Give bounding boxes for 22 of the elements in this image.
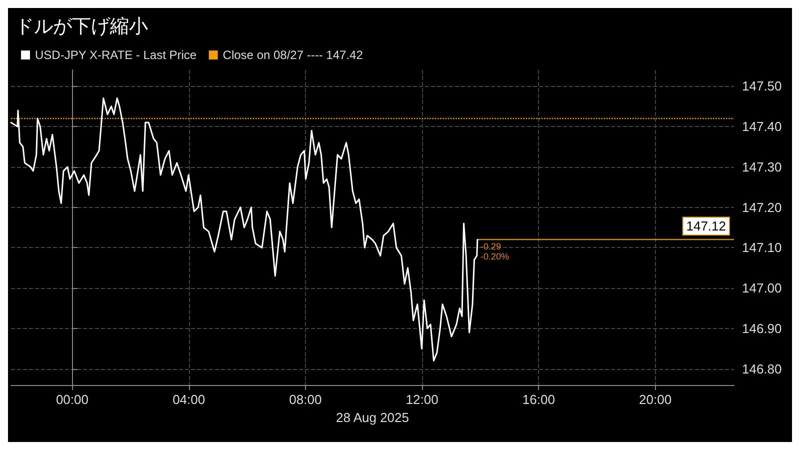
x-tick-label: 08:00 [289, 392, 322, 407]
y-tick-label: 147.30 [742, 159, 782, 174]
y-tick-label: 147.40 [742, 119, 782, 134]
x-tick-label: 20:00 [639, 392, 672, 407]
annotation: -0.20% [480, 252, 509, 262]
y-tick-label: 147.00 [742, 280, 782, 296]
annotation: -0.29 [480, 241, 501, 252]
y-tick-label: 147.10 [742, 240, 782, 256]
legend-label: USD-JPY X-RATE - Last Price [35, 48, 197, 62]
line-series [10, 98, 478, 362]
x-tick-label: 04:00 [172, 392, 206, 407]
x-tick-label: 16:00 [522, 392, 555, 407]
ref-line-label: 147.12 [686, 218, 726, 234]
y-tick-label: 146.80 [742, 361, 782, 376]
y-tick-label: 147.20 [742, 200, 782, 215]
x-axis-title: 28 Aug 2025 [336, 410, 410, 425]
y-tick-label: 146.90 [742, 320, 782, 336]
x-tick-label: 12:00 [406, 392, 438, 407]
chart-title: ドルが下げ縮小 [15, 16, 148, 38]
x-tick-label: 00:00 [56, 392, 88, 407]
legend-label: Close on 08/27 ---- 147.42 [222, 48, 364, 62]
y-tick-label: 147.50 [742, 78, 782, 94]
